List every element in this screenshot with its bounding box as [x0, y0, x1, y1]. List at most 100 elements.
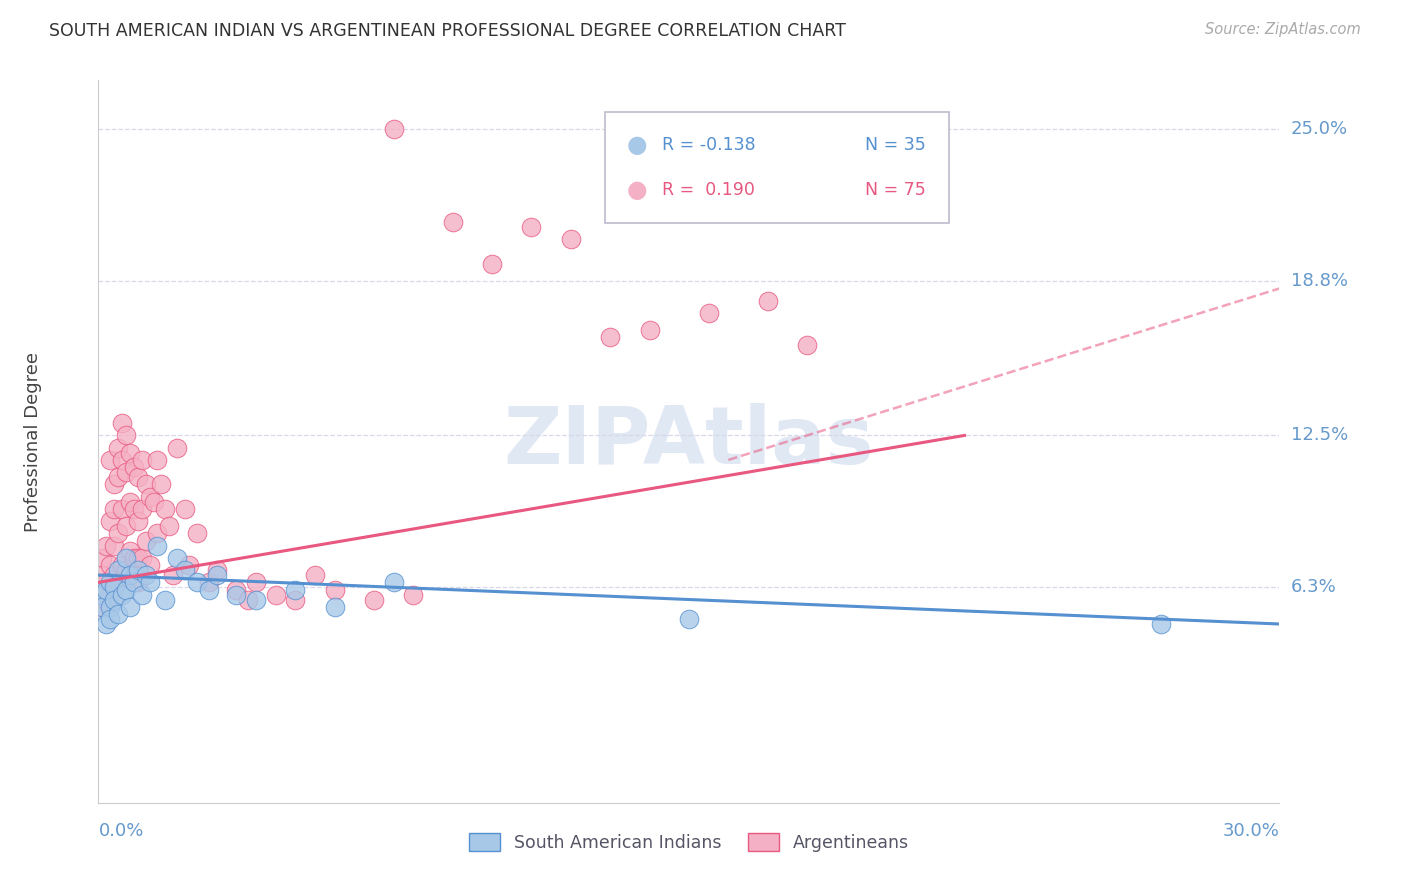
- Point: [146, 539, 169, 553]
- Point: [135, 533, 157, 548]
- Point: [103, 568, 125, 582]
- Point: [162, 568, 184, 582]
- Point: [402, 588, 425, 602]
- Point: [756, 293, 779, 308]
- Point: [115, 519, 138, 533]
- Point: [186, 575, 208, 590]
- Point: [103, 580, 125, 594]
- Point: [441, 215, 464, 229]
- Point: [107, 441, 129, 455]
- Point: [236, 592, 259, 607]
- Point: [382, 575, 405, 590]
- Point: [98, 575, 121, 590]
- Legend: South American Indians, Argentineans: South American Indians, Argentineans: [463, 827, 915, 859]
- Point: [245, 592, 267, 607]
- Point: [91, 599, 114, 614]
- Point: [96, 592, 118, 607]
- Point: [91, 550, 114, 565]
- Point: [382, 122, 405, 136]
- Point: [205, 568, 228, 582]
- Text: SOUTH AMERICAN INDIAN VS ARGENTINEAN PROFESSIONAL DEGREE CORRELATION CHART: SOUTH AMERICAN INDIAN VS ARGENTINEAN PRO…: [49, 22, 846, 40]
- Point: [96, 617, 118, 632]
- Point: [115, 582, 138, 597]
- Point: [599, 330, 621, 344]
- Point: [796, 338, 818, 352]
- Point: [111, 416, 134, 430]
- Point: [560, 232, 582, 246]
- Point: [91, 588, 114, 602]
- Point: [98, 558, 121, 573]
- Point: [127, 563, 149, 577]
- Point: [115, 563, 138, 577]
- Point: [127, 470, 149, 484]
- Text: ●: ●: [627, 133, 647, 157]
- Point: [103, 502, 125, 516]
- Point: [107, 607, 129, 622]
- Text: N = 35: N = 35: [865, 136, 925, 153]
- Point: [174, 563, 197, 577]
- Point: [142, 494, 165, 508]
- Point: [122, 460, 145, 475]
- Point: [127, 514, 149, 528]
- Text: Source: ZipAtlas.com: Source: ZipAtlas.com: [1205, 22, 1361, 37]
- Point: [166, 550, 188, 565]
- Point: [115, 550, 138, 565]
- Point: [225, 582, 247, 597]
- Point: [678, 612, 700, 626]
- Point: [284, 582, 307, 597]
- Point: [111, 502, 134, 516]
- Point: [481, 257, 503, 271]
- Point: [98, 453, 121, 467]
- Point: [363, 592, 385, 607]
- Point: [135, 568, 157, 582]
- Point: [111, 453, 134, 467]
- Text: ●: ●: [627, 178, 647, 202]
- Point: [127, 550, 149, 565]
- Text: 12.5%: 12.5%: [1291, 426, 1348, 444]
- Text: R = -0.138: R = -0.138: [662, 136, 756, 153]
- Text: N = 75: N = 75: [865, 181, 925, 199]
- Point: [98, 599, 121, 614]
- Point: [138, 558, 160, 573]
- Point: [205, 563, 228, 577]
- Text: 25.0%: 25.0%: [1291, 120, 1348, 138]
- Point: [118, 599, 141, 614]
- Point: [98, 588, 121, 602]
- Point: [91, 599, 114, 614]
- Point: [157, 519, 180, 533]
- Point: [197, 582, 219, 597]
- Point: [131, 453, 153, 467]
- Point: [118, 494, 141, 508]
- Point: [323, 599, 346, 614]
- Point: [146, 453, 169, 467]
- Text: Professional Degree: Professional Degree: [24, 351, 42, 532]
- Point: [150, 477, 173, 491]
- Point: [96, 575, 118, 590]
- Point: [1150, 617, 1173, 632]
- Point: [91, 568, 114, 582]
- Point: [520, 220, 543, 235]
- Point: [138, 490, 160, 504]
- Point: [225, 588, 247, 602]
- Point: [122, 502, 145, 516]
- Point: [304, 568, 326, 582]
- Point: [174, 502, 197, 516]
- Point: [103, 539, 125, 553]
- Point: [115, 428, 138, 442]
- Point: [146, 526, 169, 541]
- Point: [107, 526, 129, 541]
- Point: [96, 582, 118, 597]
- Point: [131, 502, 153, 516]
- Point: [166, 441, 188, 455]
- Point: [103, 477, 125, 491]
- Point: [118, 445, 141, 459]
- Point: [115, 465, 138, 479]
- Point: [138, 575, 160, 590]
- Point: [122, 575, 145, 590]
- Point: [197, 575, 219, 590]
- Text: 6.3%: 6.3%: [1291, 578, 1336, 596]
- Point: [103, 592, 125, 607]
- Point: [155, 592, 177, 607]
- Point: [638, 323, 661, 337]
- Point: [118, 568, 141, 582]
